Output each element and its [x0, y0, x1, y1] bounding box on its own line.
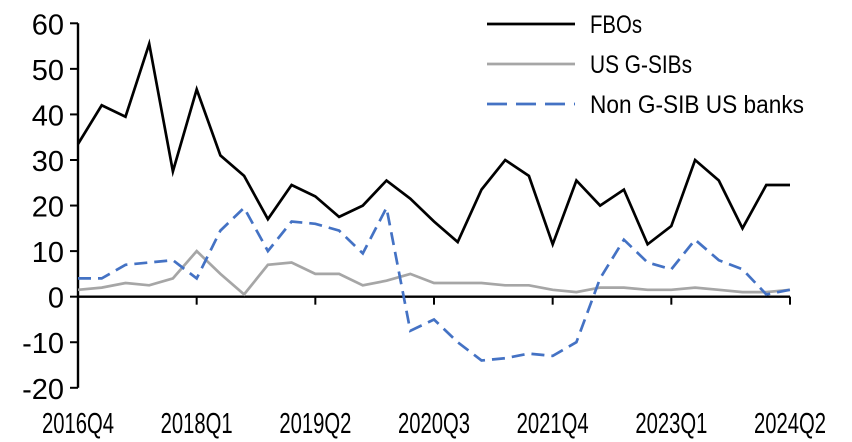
x-tick-label: 2019Q2 — [279, 408, 351, 440]
x-tick-label: 2018Q1 — [161, 408, 233, 440]
x-tick-label: 2021Q4 — [517, 408, 589, 440]
y-tick-label: 50 — [32, 55, 64, 87]
series-line-fbos — [76, 38, 790, 249]
y-tick-label: -20 — [22, 374, 64, 406]
x-tick-label: 2023Q1 — [635, 408, 707, 440]
legend-label: Non G-SIB US banks — [590, 91, 804, 119]
y-tick-label: 20 — [32, 192, 64, 224]
y-tick-label: 60 — [32, 9, 64, 41]
x-tick-label: 2016Q4 — [42, 408, 114, 440]
x-tick-label: 2020Q3 — [398, 408, 470, 440]
y-tick-label: -10 — [22, 328, 64, 360]
series-line-non-g-sib-us-banks — [78, 203, 791, 362]
legend: FBOs US G-SIBs Non G-SIB US banks — [487, 11, 804, 119]
y-tick-label: 0 — [48, 283, 64, 315]
legend-item-non-g-sib-us-banks: Non G-SIB US banks — [487, 91, 804, 119]
legend-label: FBOs — [590, 11, 642, 39]
y-tick-label: 10 — [32, 237, 64, 269]
legend-item-fbos: FBOs — [487, 11, 642, 39]
series-layer — [76, 38, 791, 362]
x-tick-label: 2024Q2 — [754, 408, 826, 440]
series-line-us-g-sibs — [77, 249, 791, 297]
y-tick-label: 40 — [32, 100, 64, 132]
legend-item-us-g-sibs: US G-SIBs — [487, 51, 692, 79]
legend-label: US G-SIBs — [590, 51, 692, 79]
y-tick-label: 30 — [32, 146, 64, 178]
